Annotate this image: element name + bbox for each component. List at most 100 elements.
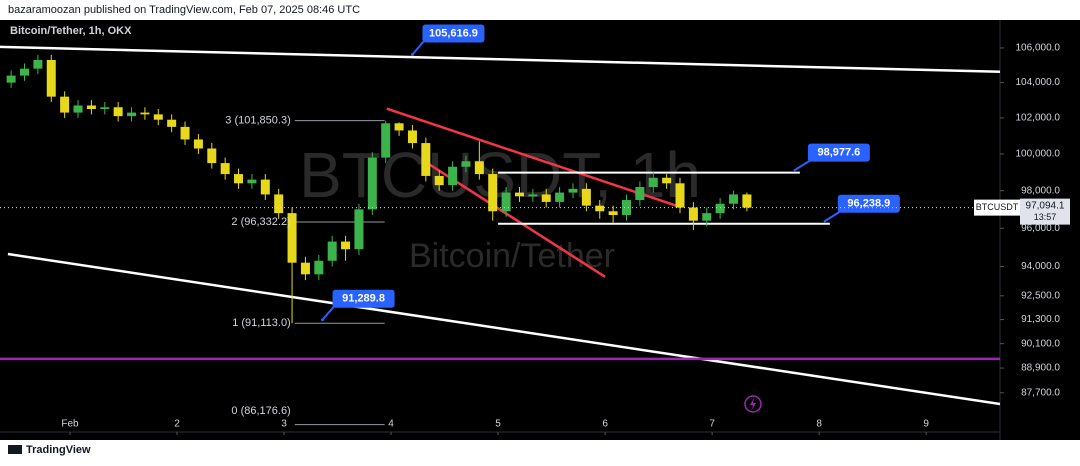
candle-body [421,143,431,176]
candle-body [702,213,712,221]
callout-pointer [321,305,336,321]
candle-body [127,112,137,117]
candle-body [113,107,123,117]
x-tick-label: 5 [495,419,501,430]
last-price-label: 97,094.1 [1026,200,1065,211]
trendline [428,163,606,278]
callout-label-text: 105,616.9 [429,27,478,39]
callout-pointer [411,39,426,56]
y-tick-label: 94,000.0 [1021,261,1060,272]
candle-body [541,194,551,202]
candle-body [300,262,310,275]
fib-label: 0 (86,176.6) [231,405,290,417]
candle-body [274,194,284,214]
candle-body [715,203,725,214]
candle-body [86,105,96,110]
symbol-tag-bg [974,199,1020,216]
candle-body [608,211,618,216]
symbol-title: Bitcoin/Tether, 1h, OKX [10,25,132,37]
candle-body [287,213,297,263]
y-tick-label: 92,500.0 [1021,290,1060,301]
footer: TradingView [26,444,91,456]
candle-body [488,174,498,212]
candle-body [341,241,351,250]
candle-body [167,119,177,127]
y-tick-label: 100,000.0 [1016,149,1061,160]
candle-body [595,205,605,212]
candle-body [260,179,270,195]
candle-body [140,112,150,115]
candle-body [501,192,511,212]
x-tick-label: 6 [602,419,608,430]
trendline [7,252,1000,406]
y-tick-label: 91,300.0 [1021,314,1060,325]
fib-label: 1 (91,113.0) [232,317,291,329]
x-tick-label: Feb [61,419,79,430]
candle-body [33,59,43,69]
candle-body [234,174,244,184]
candle-body [73,105,83,113]
chart-bg [0,20,1080,440]
symbol-tag: BTCUSDT [976,202,1019,212]
callout-pointer [793,159,811,172]
candle-body [688,207,698,221]
x-tick-label: 9 [923,419,929,430]
plot-area [0,45,1000,426]
candle-body [742,194,752,208]
fib-label: 3 (101,850.3) [225,115,290,127]
candle-body [354,209,364,250]
price-level-label-text: 96,238.9 [847,198,890,210]
watermark: BTCUSDT, 1h [299,139,701,211]
x-tick-label: 2 [174,419,180,430]
candle-body [581,188,591,206]
y-tick-label: 88,900.0 [1021,363,1060,374]
candle-body [662,177,672,184]
candle-body [100,107,110,110]
price-level-label: 98,977.6 [807,143,870,162]
y-tick-label: 102,000.0 [1016,113,1061,124]
candle-body [621,200,631,216]
watermark-name: Bitcoin/Tether [409,237,615,275]
candle-body [207,148,217,164]
candle-body [568,188,578,193]
price-level-label-text: 98,977.6 [817,147,860,159]
header: bazaramoozan published on TradingView.co… [8,4,360,16]
candle-body [434,175,444,186]
candle-body [675,183,685,208]
logo [8,445,22,454]
candle-body [153,114,163,120]
candle-body [20,68,30,76]
x-tick-label: 8 [816,419,822,430]
y-tick-label: 96,000.0 [1021,223,1060,234]
candle-body [729,194,739,204]
fib-label: 2 (96,332.2) [231,216,290,228]
candle-body [407,130,417,144]
price-level-label: 96,238.9 [837,194,900,213]
candle-body [193,139,203,149]
countdown: 13:57 [1034,212,1057,222]
trendline [0,45,1000,74]
callout-label-text: 91,289.8 [342,293,385,305]
callout-label-bg [332,289,395,308]
x-tick-label: 7 [709,419,715,430]
y-tick-label: 98,000.0 [1021,185,1060,196]
callout-label: 91,289.8 [332,289,395,308]
candle-body [247,179,257,184]
candle-body [648,177,658,188]
candle-body [327,241,337,261]
last-price-bg [1020,198,1070,225]
x-tick-label: 3 [281,419,287,430]
y-tick-label: 87,700.0 [1021,387,1060,398]
y-tick-label: 90,100.0 [1021,338,1060,349]
candle-body [448,166,458,186]
trendline [386,107,681,209]
callout-label-bg [422,24,485,43]
candle-body [6,75,16,83]
alert-icon[interactable] [744,395,762,413]
candle-body [635,187,645,201]
y-tick-label: 104,000.0 [1016,77,1061,88]
y-tick-label: 106,000.0 [1016,43,1061,54]
price-level-label-bg [837,194,900,213]
